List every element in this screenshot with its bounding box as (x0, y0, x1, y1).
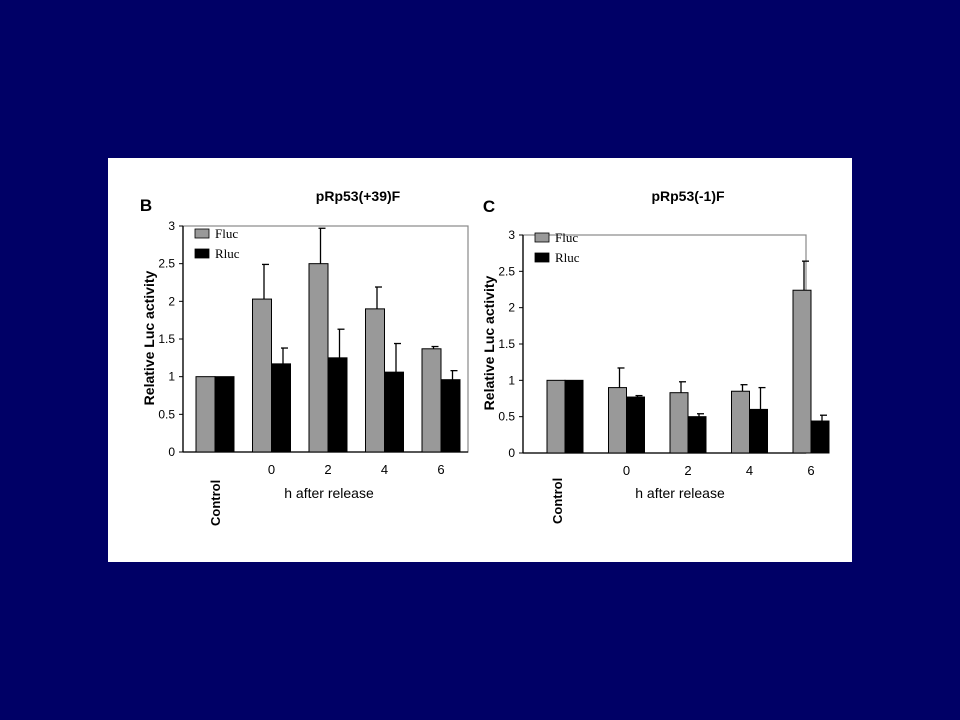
bar-rluc-control (564, 379, 584, 454)
y-tick-label: 0.5 (498, 410, 515, 424)
bar-rluc-0 (271, 363, 291, 453)
legend-label-rluc: Rluc (555, 250, 580, 265)
legend-swatch-rluc (534, 252, 550, 263)
y-tick-label: 0.5 (158, 407, 175, 421)
x-axis-label: h after release (284, 485, 374, 501)
bar-fluc-0 (608, 387, 627, 454)
figure-svg: 0 0.5 1 1.5 2 2.5 3 Control 0 2 4 6 Fluc Rluc Relative… (140, 188, 830, 526)
y-tick-label: 1.5 (158, 332, 175, 346)
chart-panel-b: 0 0.5 1 1.5 2 2.5 3 Control 0 2 4 6 Fluc Rluc Relative… (140, 188, 469, 526)
bar-rluc-2 (687, 416, 707, 454)
x-tick-label: 4 (381, 462, 388, 477)
y-tick-label: 2 (168, 294, 175, 308)
chart-title: pRp53(-1)F (651, 188, 725, 204)
x-tick-label: 2 (684, 463, 691, 478)
y-tick-label: 2.5 (158, 257, 175, 271)
bar-rluc-0 (626, 396, 645, 454)
legend-swatch-fluc (534, 232, 550, 243)
legend-label-fluc: Fluc (555, 230, 578, 245)
x-tick-label-control: Control (208, 480, 223, 526)
x-tick-label-control: Control (550, 478, 565, 524)
x-tick-label: 0 (268, 462, 275, 477)
y-axis-label: Relative Luc activity (481, 275, 497, 410)
bar-fluc-2 (308, 263, 329, 453)
bar-fluc-0 (252, 298, 272, 453)
x-tick-label: 6 (807, 463, 814, 478)
x-tick-label: 4 (746, 463, 753, 478)
bar-rluc-6 (810, 420, 830, 454)
bar-rluc-4 (749, 408, 768, 454)
legend-swatch-rluc (194, 248, 210, 259)
legend-label-rluc: Rluc (215, 246, 240, 261)
y-tick-label: 1 (168, 370, 175, 384)
bar-fluc-control (195, 376, 216, 453)
bar-rluc-4 (384, 371, 404, 453)
y-tick-label: 2.5 (498, 264, 515, 278)
y-tick-label: 0 (508, 446, 515, 460)
bar-fluc-4 (731, 390, 750, 454)
panel-letter: B (140, 196, 152, 215)
bar-rluc-control (214, 376, 235, 453)
chart-title: pRp53(+39)F (316, 188, 401, 204)
y-tick-label: 2 (508, 301, 515, 315)
legend-label-fluc: Fluc (215, 226, 238, 241)
y-tick-label: 3 (508, 228, 515, 242)
bar-fluc-control (546, 379, 566, 454)
y-tick-label: 3 (168, 219, 175, 233)
y-axis-label: Relative Luc activity (141, 270, 157, 405)
y-tick-label: 0 (168, 445, 175, 459)
legend-swatch-fluc (194, 228, 210, 239)
bar-rluc-6 (440, 379, 461, 453)
y-tick-label: 1 (508, 373, 515, 387)
bar-rluc-2 (327, 357, 348, 453)
x-tick-label: 0 (623, 463, 630, 478)
bar-fluc-6 (421, 348, 442, 453)
x-axis-label: h after release (635, 485, 725, 501)
x-tick-label: 6 (437, 462, 444, 477)
y-tick-label: 1.5 (498, 337, 515, 351)
figure-panel: 0 0.5 1 1.5 2 2.5 3 Control 0 2 4 6 Fluc Rluc Relative… (108, 158, 852, 562)
bar-fluc-6 (792, 289, 812, 454)
bar-fluc-4 (365, 308, 385, 453)
x-tick-label: 2 (324, 462, 331, 477)
panel-letter: C (483, 197, 495, 216)
bar-fluc-2 (669, 392, 689, 454)
chart-panel-c: 0 0.5 1 1.5 2 2.5 3 Control 0 2 4 6 Fluc Rluc Relative… (481, 188, 830, 524)
